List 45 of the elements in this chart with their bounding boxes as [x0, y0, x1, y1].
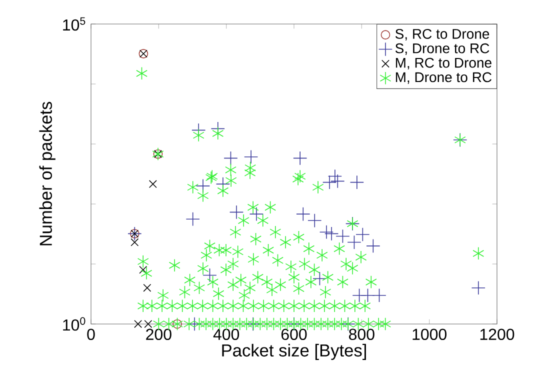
point — [143, 284, 152, 292]
point — [202, 268, 217, 282]
x-tick-label: 0 — [87, 328, 95, 340]
point — [328, 169, 342, 184]
point — [244, 150, 258, 164]
x-tick-label: 1000 — [412, 328, 446, 340]
point — [312, 272, 327, 286]
point — [229, 205, 244, 220]
point — [330, 174, 345, 188]
x-tick-label: 600 — [281, 328, 307, 340]
point — [144, 320, 152, 328]
x-tick-label: 400 — [213, 328, 240, 340]
point — [347, 235, 362, 250]
point — [293, 151, 308, 166]
y-tick-label: 10$^{0}$ — [63, 317, 86, 331]
x-tick-label: 200 — [146, 328, 172, 340]
legend-label: S, Drone to RC — [395, 43, 490, 55]
point — [148, 180, 157, 188]
point — [372, 288, 386, 302]
legend-label: M, Drone to RC — [396, 72, 492, 84]
point — [186, 212, 200, 226]
point — [322, 175, 337, 190]
point — [336, 229, 350, 244]
point — [130, 238, 139, 246]
point — [249, 206, 264, 222]
point — [366, 238, 380, 253]
point — [139, 266, 148, 274]
x-tick-label: 1200 — [480, 328, 514, 340]
point — [471, 280, 486, 295]
point — [224, 151, 238, 166]
point — [350, 175, 364, 190]
point — [356, 227, 370, 242]
legend-label: M, RC to Drone — [396, 58, 492, 70]
y-axis-title: Number of packets — [39, 102, 56, 246]
point — [128, 226, 142, 241]
point — [308, 213, 322, 228]
point — [134, 320, 142, 328]
point — [324, 226, 339, 241]
legend-label: S, RC to Drone — [395, 28, 490, 41]
x-axis-title: Packet size [Bytes] — [222, 344, 366, 360]
point — [319, 225, 334, 240]
y-tick-label: 10$^{5}$ — [63, 17, 86, 31]
x-tick-label: 800 — [349, 328, 374, 340]
point — [296, 206, 310, 222]
point — [360, 288, 375, 302]
